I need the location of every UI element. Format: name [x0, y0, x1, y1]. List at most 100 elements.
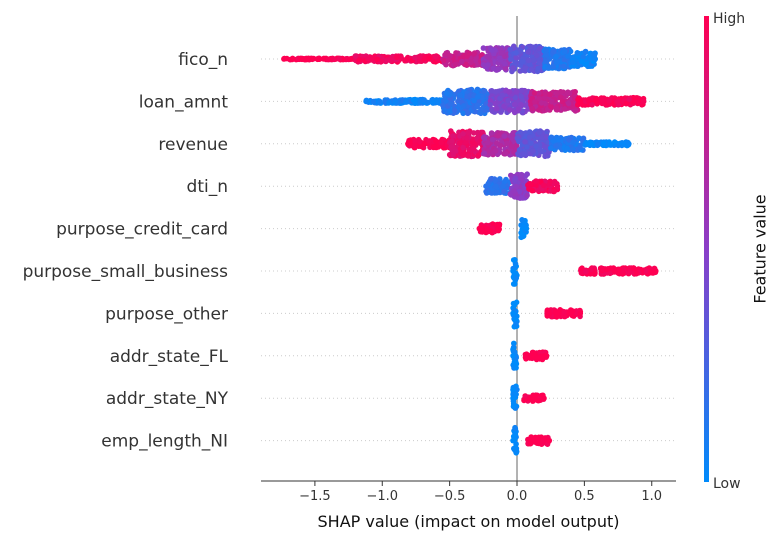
shap-point	[528, 140, 534, 146]
shap-point	[532, 99, 538, 105]
shap-point	[544, 313, 551, 319]
shap-point	[519, 195, 525, 201]
shap-point	[594, 141, 601, 148]
shap-point	[523, 102, 530, 108]
shap-point	[471, 98, 477, 104]
shap-point	[572, 108, 579, 114]
shap-point	[513, 391, 519, 398]
shap-point	[532, 354, 538, 360]
shap-point	[500, 183, 507, 189]
shap-point	[489, 108, 496, 114]
shap-point	[607, 141, 613, 147]
feature-label: purpose_small_business	[23, 262, 229, 282]
shap-point	[540, 182, 547, 189]
shap-point	[513, 183, 520, 190]
shap-point	[494, 140, 500, 146]
shap-point	[459, 58, 465, 65]
shap-point	[518, 93, 524, 100]
feature-label: purpose_credit_card	[56, 220, 228, 240]
shap-point	[606, 98, 612, 104]
shap-point	[440, 102, 446, 109]
shap-point	[550, 48, 557, 55]
shap-point	[587, 56, 594, 62]
shap-point	[484, 139, 491, 146]
shap-point	[474, 102, 481, 109]
x-tick-label: −1.5	[299, 489, 331, 504]
shap-point	[528, 434, 534, 440]
shap-point	[457, 92, 463, 98]
shap-point	[510, 386, 516, 393]
shap-point	[551, 188, 557, 195]
shap-point	[565, 52, 572, 59]
shap-point	[555, 312, 561, 319]
shap-point	[513, 321, 519, 327]
feature-row-addr-state-FL	[510, 340, 550, 371]
shap-point	[481, 88, 488, 94]
shap-point	[538, 100, 545, 106]
shap-point	[443, 90, 450, 97]
shap-point	[387, 56, 394, 63]
shap-point	[561, 48, 568, 55]
feature-row-purpose-small-business	[510, 257, 659, 287]
shap-point	[511, 302, 518, 308]
shap-point	[527, 43, 534, 50]
shap-point	[438, 139, 445, 146]
shap-point	[616, 266, 622, 273]
shap-point	[505, 97, 511, 104]
shap-point	[370, 98, 377, 105]
shap-point	[515, 106, 522, 112]
shap-point	[523, 225, 530, 232]
shap-point	[559, 98, 566, 105]
feature-label: purpose_other	[105, 304, 228, 324]
shap-point	[548, 145, 554, 151]
shap-point	[631, 265, 637, 271]
shap-point	[496, 226, 502, 232]
shap-point	[510, 310, 516, 317]
shap-point	[553, 59, 560, 65]
shap-point	[459, 152, 466, 158]
shap-point	[626, 96, 632, 103]
shap-point	[542, 435, 548, 441]
shap-point	[488, 190, 495, 196]
shap-point	[304, 56, 310, 63]
shap-point	[402, 57, 408, 64]
shap-point	[527, 440, 534, 447]
shap-point	[412, 142, 418, 149]
shap-point	[495, 133, 501, 139]
shap-point	[463, 139, 469, 145]
shap-point	[570, 139, 576, 146]
shap-point	[449, 143, 455, 150]
shap-point	[482, 135, 489, 141]
shap-point	[445, 57, 452, 63]
feature-label: loan_amnt	[139, 92, 229, 112]
shap-point	[513, 54, 519, 61]
shap-point	[545, 65, 552, 71]
shap-point	[481, 150, 488, 156]
shap-point	[550, 138, 557, 144]
shap-point	[363, 98, 369, 105]
shap-point	[611, 268, 618, 274]
shap-point	[537, 60, 543, 66]
shap-point	[502, 150, 509, 157]
shap-point	[531, 90, 538, 96]
shap-point	[453, 50, 459, 56]
shap-point	[543, 133, 550, 140]
colorbar-high-label: High	[713, 11, 745, 27]
shap-point	[528, 66, 535, 73]
x-tick-label: 1.0	[641, 489, 662, 504]
shap-point	[557, 94, 564, 101]
shap-point	[536, 45, 543, 52]
shap-point	[352, 53, 359, 59]
shap-point	[615, 142, 621, 149]
shap-point	[479, 94, 485, 101]
shap-point	[513, 50, 519, 56]
shap-point	[509, 134, 516, 141]
feature-row-purpose-credit-card	[476, 217, 530, 241]
shap-point	[450, 151, 457, 158]
shap-point	[557, 89, 564, 95]
shap-point	[592, 56, 598, 62]
shap-point	[561, 106, 568, 112]
shap-point	[417, 58, 423, 64]
shap-point	[430, 100, 436, 106]
shap-point	[511, 340, 517, 347]
